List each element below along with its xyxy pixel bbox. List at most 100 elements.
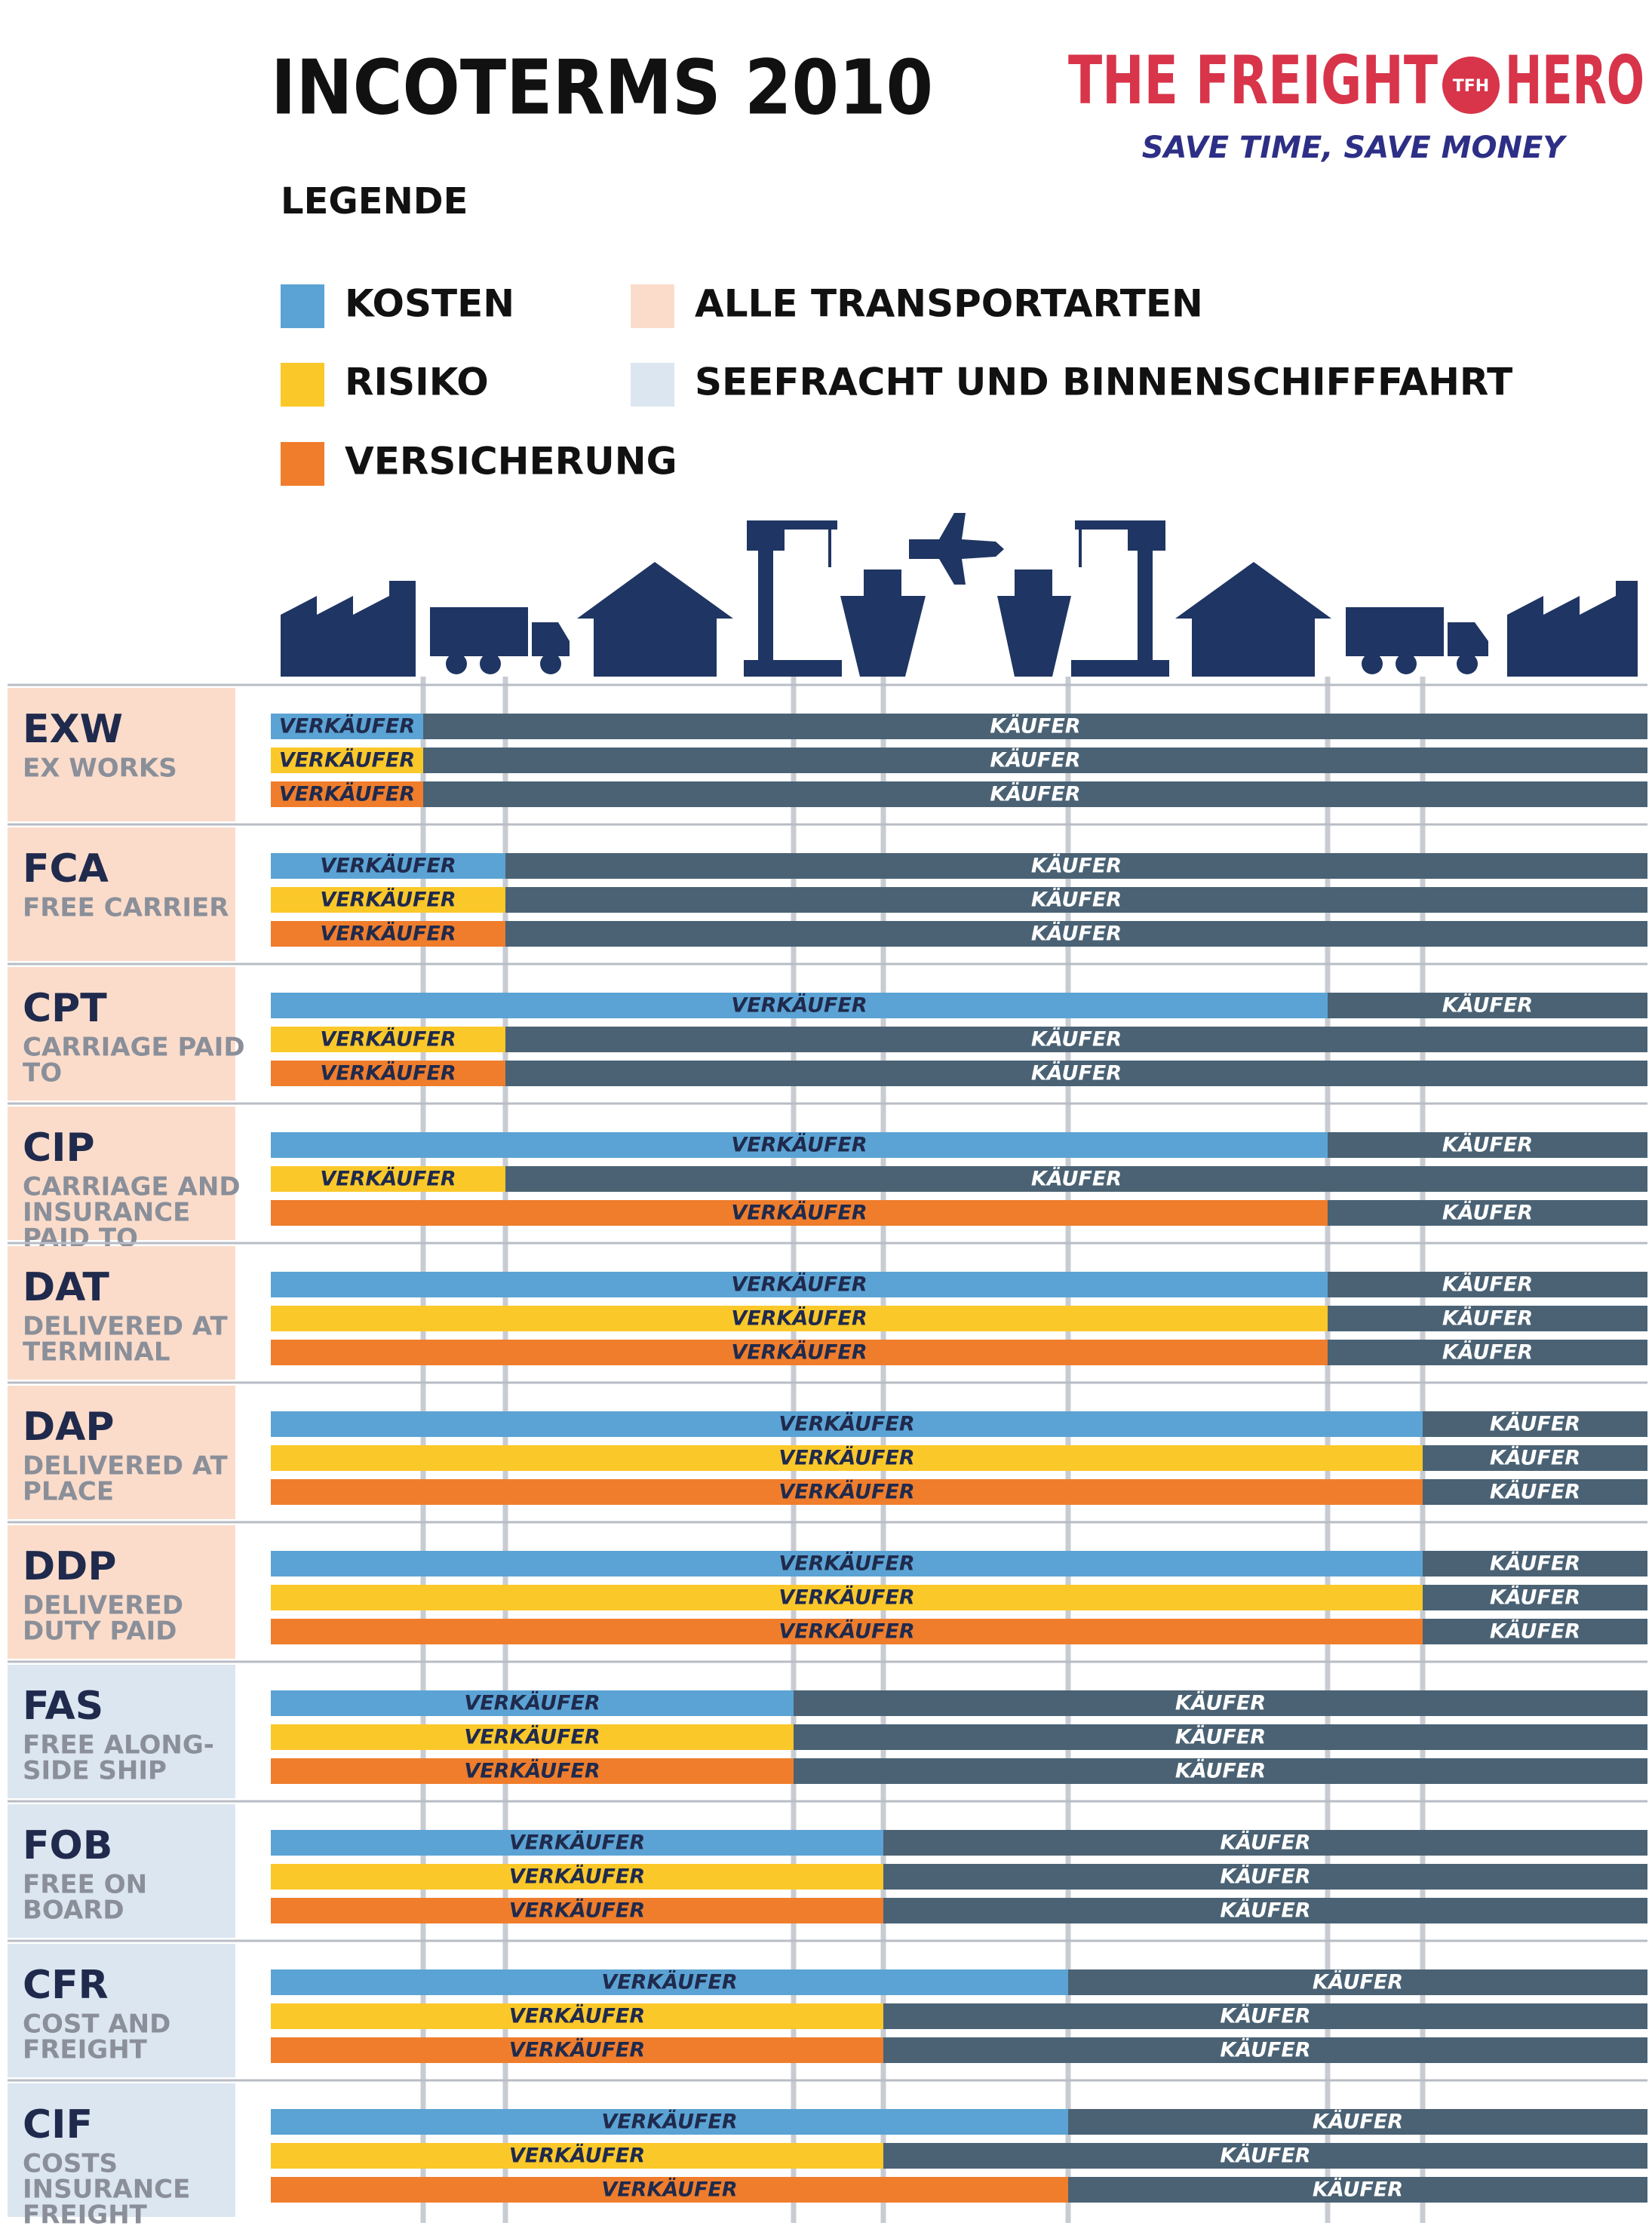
- buyer-label: KÄUFER: [1031, 888, 1122, 912]
- legend-label: KOSTEN: [345, 282, 514, 326]
- seller-label: VERKÄUFER: [509, 1865, 645, 1889]
- buyer-label: KÄUFER: [1031, 1167, 1122, 1191]
- seller-bar: [271, 1061, 505, 1086]
- buyer-label: KÄUFER: [1220, 1831, 1310, 1855]
- seller-bar: [271, 1200, 1328, 1226]
- row-label-background: [8, 827, 235, 961]
- incoterm-name: FREE ON: [23, 1870, 147, 1900]
- buyer-bar: [1423, 1411, 1647, 1437]
- seller-bar: [271, 1690, 794, 1716]
- buyer-bar: [1423, 1551, 1647, 1576]
- seller-label: VERKÄUFER: [731, 1201, 867, 1225]
- incoterm-name: DELIVERED: [23, 1591, 183, 1621]
- incoterm-name: INSURANCE: [23, 2175, 190, 2205]
- factory-icon: [281, 581, 416, 677]
- seller-label: VERKÄUFER: [778, 1552, 914, 1576]
- buyer-bar: [505, 887, 1647, 913]
- incoterm-name: SIDE SHIP: [23, 1756, 167, 1786]
- seller-bar: [271, 781, 423, 807]
- seller-label: VERKÄUFER: [320, 922, 456, 946]
- seller-label: VERKÄUFER: [601, 2110, 737, 2134]
- row-label-background: [8, 1665, 235, 1798]
- seller-bar: [271, 1969, 1068, 1995]
- incoterm-name: EX WORKS: [23, 754, 177, 784]
- buyer-bar: [1423, 1585, 1647, 1610]
- buyer-label: KÄUFER: [990, 748, 1080, 772]
- slogan: SAVE TIME, SAVE MONEY: [1142, 130, 1568, 165]
- incoterm-code: DDP: [23, 1544, 116, 1589]
- seller-label: VERKÄUFER: [509, 2004, 645, 2028]
- buyer-bar: [883, 1864, 1647, 1890]
- seller-bar: [271, 887, 505, 913]
- brand-badge-text: TFH: [1453, 77, 1489, 96]
- buyer-bar: [505, 1166, 1647, 1192]
- buyer-bar: [1328, 993, 1647, 1018]
- truck-icon: [1346, 607, 1488, 674]
- buyer-bar: [883, 2003, 1647, 2029]
- buyer-bar: [1068, 2109, 1647, 2135]
- buyer-bar: [1328, 1340, 1647, 1365]
- incoterm-name: TERMINAL: [23, 1337, 170, 1368]
- incoterm-code: DAP: [23, 1405, 115, 1450]
- legend-title: LEGENDE: [281, 180, 468, 223]
- seller-label: VERKÄUFER: [509, 2144, 645, 2168]
- row-label-background: [8, 1525, 235, 1659]
- seller-label: VERKÄUFER: [731, 993, 867, 1018]
- incoterm-code: FCA: [23, 846, 109, 892]
- seller-label: VERKÄUFER: [778, 1619, 914, 1644]
- seller-bar: [271, 1758, 794, 1784]
- buyer-label: KÄUFER: [1175, 1691, 1266, 1715]
- buyer-bar: [883, 2037, 1647, 2063]
- buyer-label: KÄUFER: [1490, 1480, 1580, 1504]
- buyer-label: KÄUFER: [1442, 1201, 1533, 1225]
- buyer-label: KÄUFER: [1313, 2110, 1403, 2134]
- buyer-bar: [423, 781, 1647, 807]
- row-label-background: [8, 1944, 235, 2077]
- incoterm-code: CIF: [23, 2102, 93, 2148]
- seller-bar: [271, 2037, 883, 2063]
- seller-bar: [271, 853, 505, 879]
- buyer-label: KÄUFER: [1490, 1586, 1580, 1610]
- buyer-label: KÄUFER: [1220, 2004, 1310, 2028]
- row-label-background: [8, 1804, 235, 1938]
- seller-bar: [271, 921, 505, 947]
- legend-swatch: [281, 363, 324, 407]
- seller-label: VERKÄUFER: [464, 1759, 600, 1783]
- incoterm-name: FREIGHT: [23, 2200, 148, 2230]
- seller-bar: [271, 1132, 1328, 1158]
- truck-icon: [430, 607, 570, 674]
- seller-label: VERKÄUFER: [279, 782, 415, 806]
- buyer-bar: [1328, 1200, 1647, 1226]
- buyer-label: KÄUFER: [1031, 922, 1122, 946]
- warehouse-icon: [577, 562, 733, 677]
- incoterm-name: INSURANCE: [23, 1198, 190, 1228]
- buyer-label: KÄUFER: [1220, 1899, 1310, 1923]
- buyer-label: KÄUFER: [990, 782, 1080, 806]
- seller-bar: [271, 1724, 794, 1750]
- buyer-bar: [423, 714, 1647, 739]
- buyer-label: KÄUFER: [1031, 1027, 1122, 1051]
- seller-label: VERKÄUFER: [279, 748, 415, 772]
- buyer-bar: [1068, 2177, 1647, 2203]
- row-label-background: [8, 688, 235, 821]
- incoterm-name: TO: [23, 1058, 62, 1088]
- buyer-label: KÄUFER: [1220, 1865, 1310, 1889]
- incoterm-name: DELIVERED AT: [23, 1451, 228, 1481]
- seller-bar: [271, 714, 423, 739]
- buyer-bar: [1423, 1619, 1647, 1644]
- incoterm-name: DUTY PAID: [23, 1616, 177, 1647]
- incoterm-code: DAT: [23, 1265, 109, 1310]
- buyer-bar: [794, 1690, 1647, 1716]
- seller-label: VERKÄUFER: [778, 1446, 914, 1470]
- buyer-label: KÄUFER: [1442, 1133, 1533, 1157]
- incoterm-name: COSTS: [23, 2149, 118, 2179]
- row-label-background: [8, 1246, 235, 1380]
- seller-label: VERKÄUFER: [601, 2178, 737, 2202]
